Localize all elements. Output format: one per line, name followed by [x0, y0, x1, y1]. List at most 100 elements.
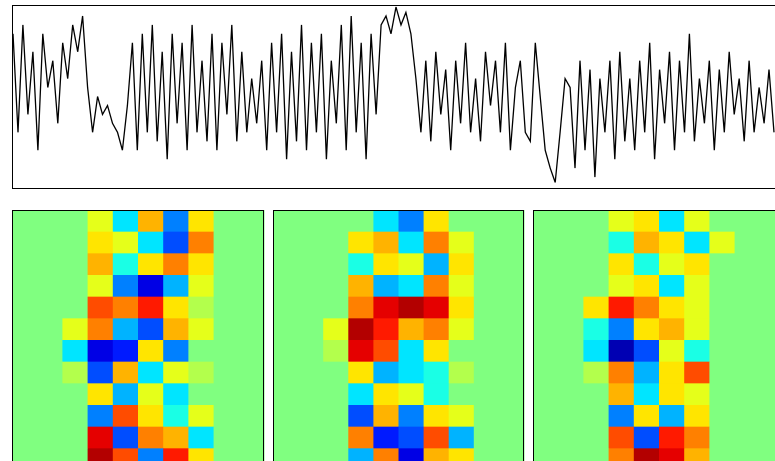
heatmap-cell	[273, 253, 299, 276]
axes-frame	[12, 210, 264, 461]
heatmap-cell	[558, 405, 584, 428]
heatmap-cell	[163, 253, 189, 276]
heatmap-cell	[298, 383, 324, 406]
heatmap-cell	[398, 426, 425, 449]
heatmap-cell	[473, 426, 500, 449]
heatmap-cell	[373, 383, 399, 406]
heatmap-cell	[734, 210, 761, 233]
heatmap-cell	[163, 405, 189, 428]
heatmap-cell	[759, 340, 775, 363]
heatmap-cell	[709, 296, 736, 319]
heatmap-cell	[373, 318, 399, 341]
heatmap-cell	[323, 253, 349, 276]
heatmap-cell	[734, 275, 761, 298]
heatmap-cell	[558, 253, 584, 276]
heatmap-cell	[298, 361, 324, 384]
heatmap-cell	[12, 405, 38, 428]
heatmap-cell	[238, 318, 265, 341]
heatmap-cell	[684, 231, 710, 254]
heatmap-cell	[734, 253, 761, 276]
heatmap-cell	[608, 405, 635, 428]
heatmap-cell	[709, 448, 736, 461]
heatmap-cell	[273, 210, 299, 233]
heatmap-cell	[62, 361, 89, 384]
heatmap-cell	[37, 361, 63, 384]
heatmap-cell	[112, 426, 139, 449]
heatmap-cell	[423, 275, 450, 298]
heatmap-cell	[533, 361, 559, 384]
heatmap-cell	[348, 231, 374, 254]
heatmap-cell	[583, 253, 610, 276]
heatmap-cell	[633, 275, 660, 298]
heatmap-cell	[12, 340, 38, 363]
heatmap-cell	[188, 296, 215, 319]
heatmap-cell	[734, 426, 761, 449]
heatmap-cell	[348, 383, 374, 406]
heatmap-cell	[112, 340, 139, 363]
heatmap-cell	[759, 275, 775, 298]
heatmap-cell	[608, 231, 635, 254]
heatmap-cell	[87, 405, 114, 428]
heatmap-cell	[583, 231, 610, 254]
heatmap-cell	[684, 340, 710, 363]
heatmap-cell	[498, 383, 525, 406]
heatmap-cell	[684, 318, 710, 341]
heatmap-cell	[213, 361, 240, 384]
heatmap-cell	[709, 231, 736, 254]
heatmap-cell	[759, 448, 775, 461]
heatmap-cell	[373, 361, 399, 384]
heatmap-cell	[87, 231, 114, 254]
heatmap-cell	[298, 448, 324, 461]
heatmap-cell	[608, 361, 635, 384]
heatmap-cell	[62, 296, 89, 319]
heatmap-cell	[633, 426, 660, 449]
heatmap-cell	[87, 253, 114, 276]
heatmap-cell	[608, 426, 635, 449]
heatmap-cell	[138, 210, 164, 233]
heatmap-cell	[188, 253, 215, 276]
heatmap-cell	[684, 275, 710, 298]
heatmap-cell	[188, 231, 215, 254]
heatmap-cell	[734, 405, 761, 428]
heatmap-cell	[709, 275, 736, 298]
heatmap-cell	[684, 383, 710, 406]
heatmap-cell	[298, 405, 324, 428]
heatmap-cell	[398, 210, 425, 233]
heatmap-cell	[213, 231, 240, 254]
heatmap-cell	[473, 383, 500, 406]
heatmap-cell	[759, 253, 775, 276]
heatmap-cell	[709, 361, 736, 384]
heatmap-cell	[398, 448, 425, 461]
heatmap-cell	[734, 383, 761, 406]
heatmap-cell	[608, 275, 635, 298]
heatmap-cell	[659, 383, 685, 406]
heatmap-cell	[213, 275, 240, 298]
heatmap-cell	[473, 361, 500, 384]
heatmap-cell	[684, 361, 710, 384]
heatmap-cell	[323, 275, 349, 298]
heatmap-cell	[213, 296, 240, 319]
heatmap-cell	[759, 361, 775, 384]
heatmap-cell	[423, 231, 450, 254]
heatmap-cell	[633, 296, 660, 319]
heatmap-cell	[348, 448, 374, 461]
heatmap-cell	[238, 426, 265, 449]
heatmap-cell	[323, 231, 349, 254]
heatmap-cell	[533, 296, 559, 319]
heatmap-cell	[87, 448, 114, 461]
heatmap-cell	[298, 210, 324, 233]
heatmap-cell	[163, 318, 189, 341]
heatmap-cell	[558, 340, 584, 363]
heatmap-cell	[558, 361, 584, 384]
heatmap-cell	[633, 253, 660, 276]
heatmap-cell	[188, 426, 215, 449]
heatmap-cell	[533, 340, 559, 363]
heatmap-cell	[633, 361, 660, 384]
heatmap-cell	[238, 275, 265, 298]
heatmap-cell	[373, 210, 399, 233]
heatmap-cell	[423, 448, 450, 461]
heatmap-cell	[163, 448, 189, 461]
heatmap-cell	[373, 340, 399, 363]
heatmap-cell	[684, 426, 710, 449]
